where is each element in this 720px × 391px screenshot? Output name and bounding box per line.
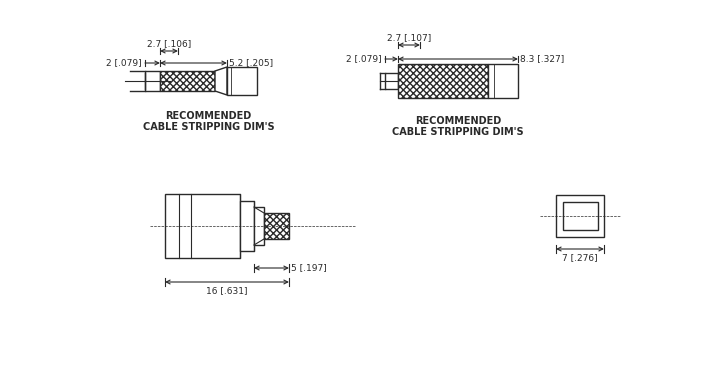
Bar: [254, 207, 264, 245]
Text: CABLE STRIPPING DIM'S: CABLE STRIPPING DIM'S: [392, 127, 524, 137]
Bar: [562, 202, 598, 230]
Bar: [160, 71, 215, 91]
Text: 5 [.197]: 5 [.197]: [291, 264, 327, 273]
Bar: [145, 71, 160, 91]
Bar: [264, 213, 289, 239]
Bar: [165, 194, 240, 258]
Text: RECOMMENDED: RECOMMENDED: [166, 111, 251, 121]
Bar: [556, 195, 604, 237]
Text: 8.3 [.327]: 8.3 [.327]: [520, 54, 564, 63]
Text: 2 [.079]: 2 [.079]: [107, 59, 142, 68]
Text: RECOMMENDED: RECOMMENDED: [415, 116, 501, 126]
Text: 7 [.276]: 7 [.276]: [562, 253, 598, 262]
Text: 5.2 [.205]: 5.2 [.205]: [229, 59, 273, 68]
Text: 2.7 [.107]: 2.7 [.107]: [387, 33, 431, 42]
Text: 16 [.631]: 16 [.631]: [206, 286, 248, 295]
Text: 2.7 [.106]: 2.7 [.106]: [147, 39, 191, 48]
Text: CABLE STRIPPING DIM'S: CABLE STRIPPING DIM'S: [143, 122, 274, 132]
Text: 2 [.079]: 2 [.079]: [346, 54, 382, 63]
Bar: [385, 73, 398, 89]
Bar: [240, 201, 254, 251]
Bar: [227, 67, 257, 95]
Polygon shape: [215, 67, 227, 95]
Bar: [488, 64, 518, 98]
Bar: [398, 64, 488, 98]
